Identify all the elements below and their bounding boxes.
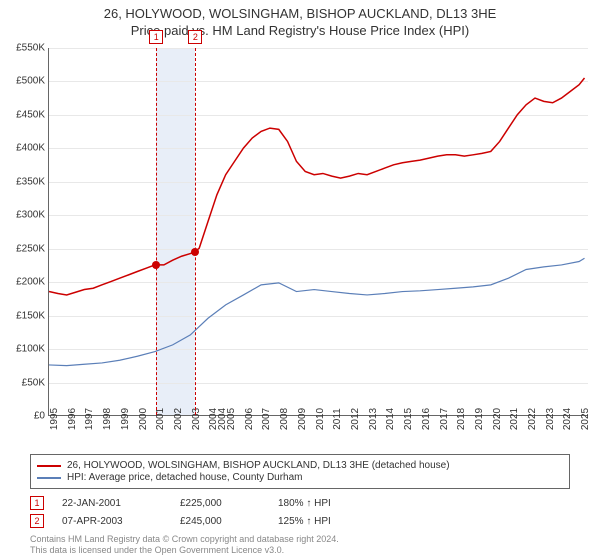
footer-line: Contains HM Land Registry data © Crown c… bbox=[30, 534, 339, 545]
legend-item: HPI: Average price, detached house, Coun… bbox=[37, 472, 563, 483]
sale-price: £245,000 bbox=[180, 516, 260, 527]
chart-title: 26, HOLYWOOD, WOLSINGHAM, BISHOP AUCKLAN… bbox=[0, 0, 600, 38]
ytick-label: £200K bbox=[16, 277, 45, 288]
legend-item: 26, HOLYWOOD, WOLSINGHAM, BISHOP AUCKLAN… bbox=[37, 460, 563, 471]
footer-attribution: Contains HM Land Registry data © Crown c… bbox=[30, 534, 339, 556]
ytick-label: £350K bbox=[16, 176, 45, 187]
ytick-label: £450K bbox=[16, 109, 45, 120]
sale-pct: 125% ↑ HPI bbox=[278, 516, 368, 527]
legend-label: HPI: Average price, detached house, Coun… bbox=[67, 472, 303, 483]
legend-label: 26, HOLYWOOD, WOLSINGHAM, BISHOP AUCKLAN… bbox=[67, 460, 450, 471]
ytick-label: £300K bbox=[16, 210, 45, 221]
chart-lines bbox=[49, 48, 588, 415]
legend: 26, HOLYWOOD, WOLSINGHAM, BISHOP AUCKLAN… bbox=[30, 454, 570, 489]
sale-date: 07-APR-2003 bbox=[62, 516, 162, 527]
ytick-label: £400K bbox=[16, 143, 45, 154]
sale-marker-box: 2 bbox=[188, 30, 202, 44]
series-line-property bbox=[49, 78, 585, 295]
legend-swatch bbox=[37, 465, 61, 467]
ytick-label: £100K bbox=[16, 344, 45, 355]
ytick-label: £250K bbox=[16, 243, 45, 254]
sale-marker-box: 1 bbox=[149, 30, 163, 44]
chart-plot-area: £0£50K£100K£150K£200K£250K£300K£350K£400… bbox=[48, 48, 588, 416]
sale-marker-icon: 2 bbox=[30, 514, 44, 528]
ytick-label: £0 bbox=[34, 411, 45, 422]
legend-swatch bbox=[37, 477, 61, 479]
ytick-label: £500K bbox=[16, 76, 45, 87]
ytick-label: £150K bbox=[16, 310, 45, 321]
sale-marker-icon: 1 bbox=[30, 496, 44, 510]
title-line1: 26, HOLYWOOD, WOLSINGHAM, BISHOP AUCKLAN… bbox=[0, 6, 600, 21]
sales-row: 2 07-APR-2003 £245,000 125% ↑ HPI bbox=[30, 514, 368, 528]
ytick-label: £550K bbox=[16, 43, 45, 54]
sales-row: 1 22-JAN-2001 £225,000 180% ↑ HPI bbox=[30, 496, 368, 510]
footer-line: This data is licensed under the Open Gov… bbox=[30, 545, 339, 556]
title-line2: Price paid vs. HM Land Registry's House … bbox=[0, 23, 600, 38]
sale-date: 22-JAN-2001 bbox=[62, 498, 162, 509]
sale-price: £225,000 bbox=[180, 498, 260, 509]
ytick-label: £50K bbox=[22, 377, 45, 388]
sale-pct: 180% ↑ HPI bbox=[278, 498, 368, 509]
sales-table: 1 22-JAN-2001 £225,000 180% ↑ HPI 2 07-A… bbox=[30, 496, 368, 532]
